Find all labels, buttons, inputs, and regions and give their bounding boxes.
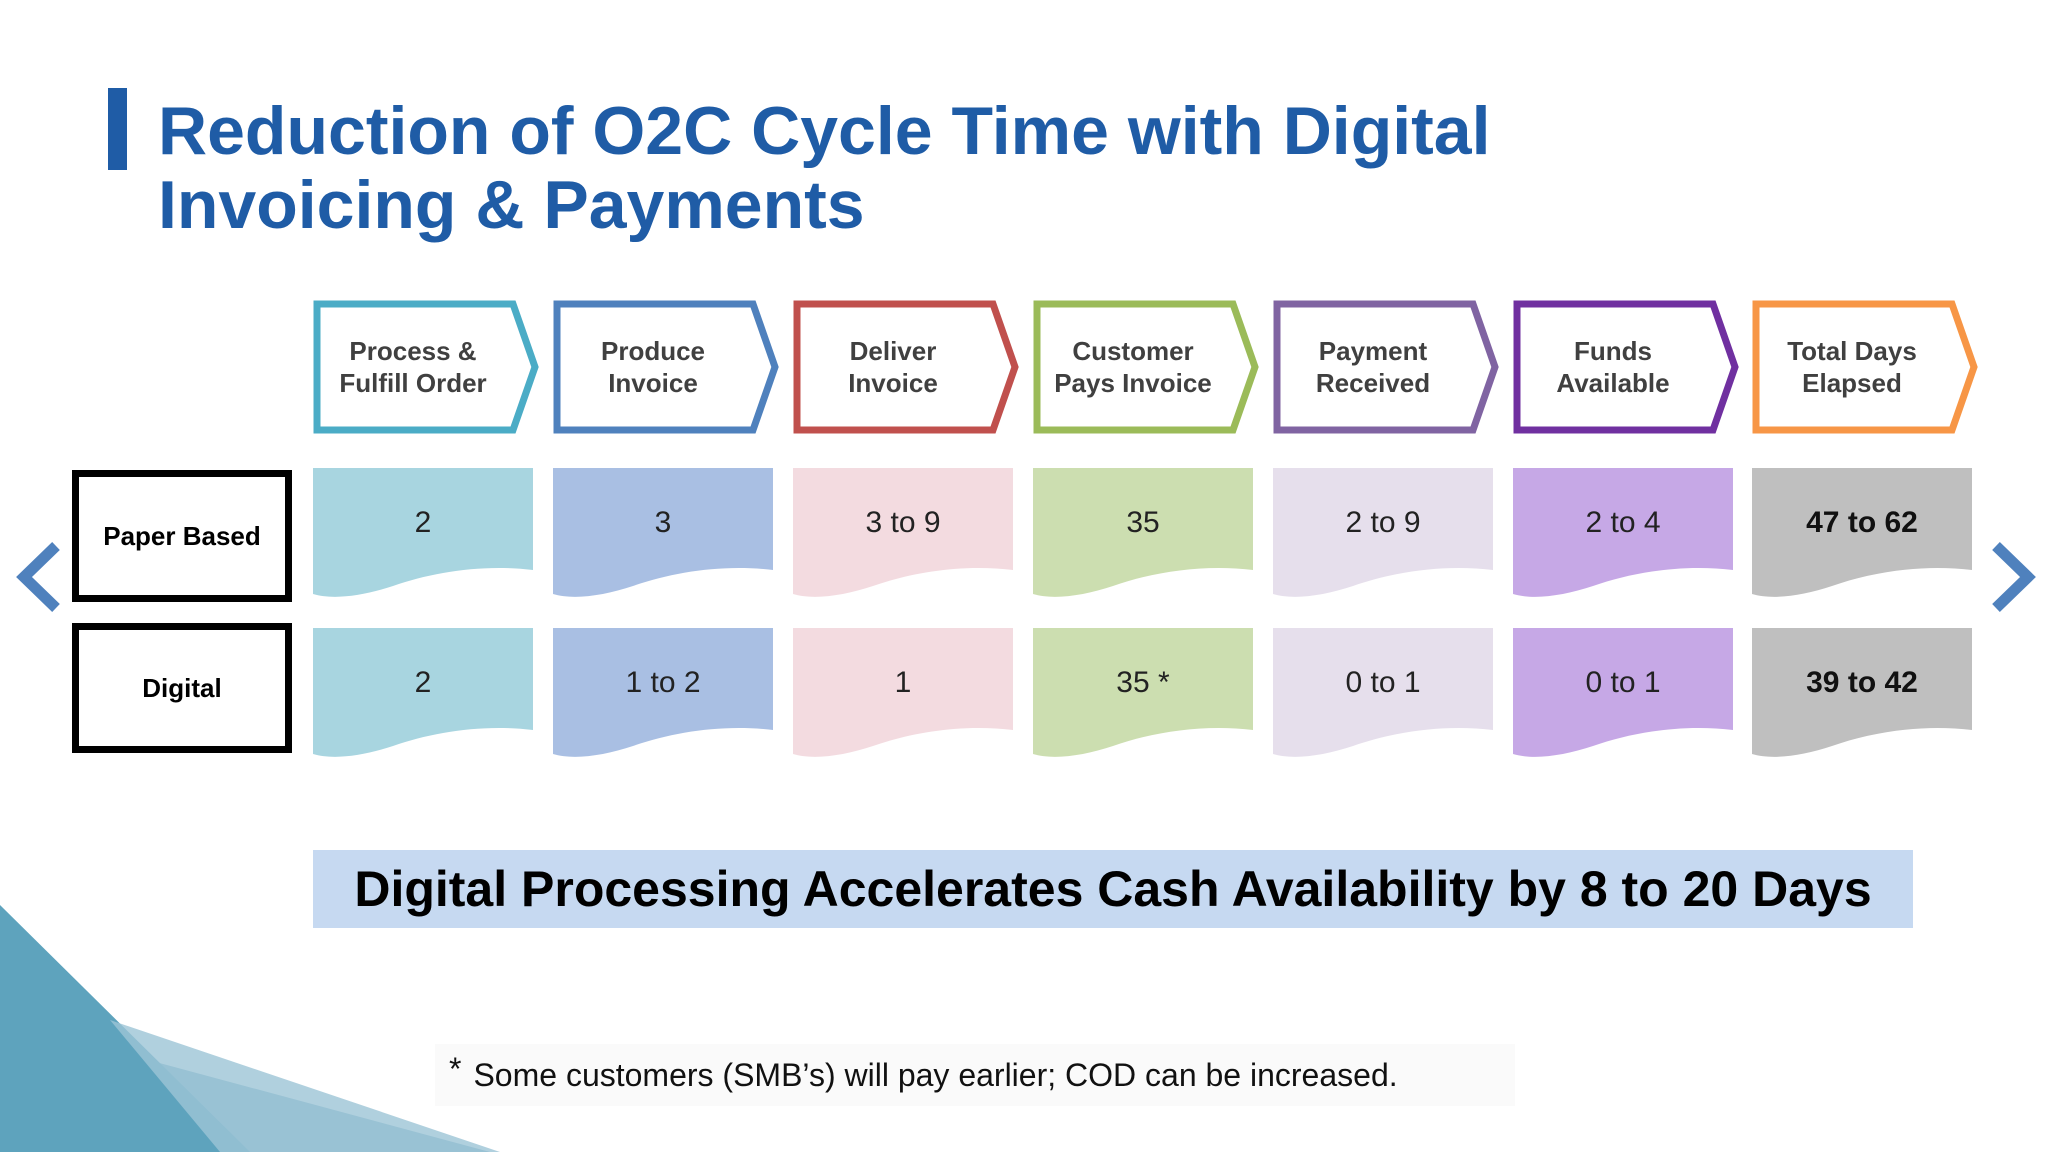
- value-cell-text: 0 to 1: [1585, 666, 1661, 699]
- value-cell: 47 to 62: [1752, 468, 1972, 604]
- value-cell-text: 0 to 1: [1345, 666, 1421, 699]
- value-cell-text: 47 to 62: [1806, 506, 1918, 539]
- value-cell-text: 2 to 4: [1585, 506, 1661, 539]
- value-cell-text: 2: [414, 666, 432, 699]
- step-label: Customer Pays Invoice: [1054, 336, 1212, 398]
- value-cell: 1 to 2: [553, 628, 773, 764]
- summary-banner: Digital Processing Accelerates Cash Avai…: [313, 850, 1913, 928]
- value-cell-text: 35 *: [1116, 666, 1170, 699]
- value-cell-text: 2: [414, 506, 432, 539]
- step-arrow-2: Deliver Invoice: [793, 300, 1021, 434]
- value-cell: 2: [313, 468, 533, 604]
- step-label: Deliver Invoice: [848, 336, 938, 398]
- step-arrow-6: Total Days Elapsed: [1752, 300, 1980, 434]
- value-cell: 3: [553, 468, 773, 604]
- step-label: Total Days Elapsed: [1787, 336, 1917, 398]
- value-cell: 35 *: [1033, 628, 1253, 764]
- value-cell-text: 1 to 2: [625, 666, 701, 699]
- page-title: Reduction of O2C Cycle Time with Digital…: [158, 93, 1491, 243]
- value-cell-text: 1: [894, 666, 912, 699]
- value-cell: 0 to 1: [1513, 628, 1733, 764]
- value-cell-text: 35: [1126, 506, 1160, 539]
- title-accent-bar: [108, 88, 127, 170]
- value-cell-text: 39 to 42: [1806, 666, 1918, 699]
- step-label: Payment Received: [1315, 336, 1431, 398]
- footnote-text: Some customers (SMB’s) will pay earlier;…: [473, 1056, 1398, 1093]
- value-cell: 2 to 9: [1273, 468, 1493, 604]
- value-cell: 2 to 4: [1513, 468, 1733, 604]
- value-cell: 39 to 42: [1752, 628, 1972, 764]
- step-label: Produce Invoice: [600, 336, 706, 398]
- value-cell: 35: [1033, 468, 1253, 604]
- value-cell-text: 3 to 9: [865, 506, 941, 539]
- step-arrow-3: Customer Pays Invoice: [1033, 300, 1261, 434]
- value-cell: 1: [793, 628, 1013, 764]
- step-arrow-1: Produce Invoice: [553, 300, 781, 434]
- chevron-left-icon[interactable]: [14, 540, 64, 614]
- step-arrow-4: Payment Received: [1273, 300, 1501, 434]
- value-cell-text: 2 to 9: [1345, 506, 1421, 539]
- chevron-right-icon[interactable]: [1988, 540, 2038, 614]
- step-label: Funds Available: [1556, 336, 1670, 398]
- value-cell: 2: [313, 628, 533, 764]
- footnote-asterisk: *: [449, 1050, 462, 1087]
- step-label: Process & Fulfill Order: [339, 336, 487, 398]
- value-cell: 3 to 9: [793, 468, 1013, 604]
- value-cell-text: 3: [654, 506, 672, 539]
- step-arrow-0: Process & Fulfill Order: [313, 300, 541, 434]
- footnote: * Some customers (SMB’s) will pay earlie…: [435, 1044, 1515, 1106]
- row-label-digital: Digital: [72, 623, 292, 753]
- row-label-paper-based: Paper Based: [72, 470, 292, 602]
- value-cell: 0 to 1: [1273, 628, 1493, 764]
- step-arrow-5: Funds Available: [1513, 300, 1741, 434]
